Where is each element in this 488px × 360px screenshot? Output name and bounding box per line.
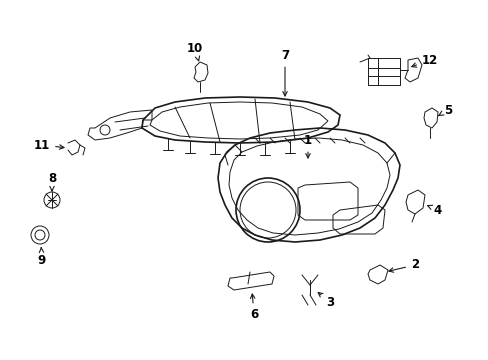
Text: 3: 3 <box>318 293 333 309</box>
Text: 2: 2 <box>388 258 418 272</box>
Text: 1: 1 <box>304 134 311 158</box>
Text: 7: 7 <box>281 49 288 96</box>
Text: 4: 4 <box>427 203 441 216</box>
Text: 9: 9 <box>38 248 46 266</box>
Text: 6: 6 <box>249 294 258 321</box>
Text: 11: 11 <box>34 139 64 152</box>
Text: 8: 8 <box>48 171 56 191</box>
Text: 10: 10 <box>186 41 203 61</box>
Text: 5: 5 <box>438 104 451 117</box>
Text: 12: 12 <box>411 54 437 67</box>
